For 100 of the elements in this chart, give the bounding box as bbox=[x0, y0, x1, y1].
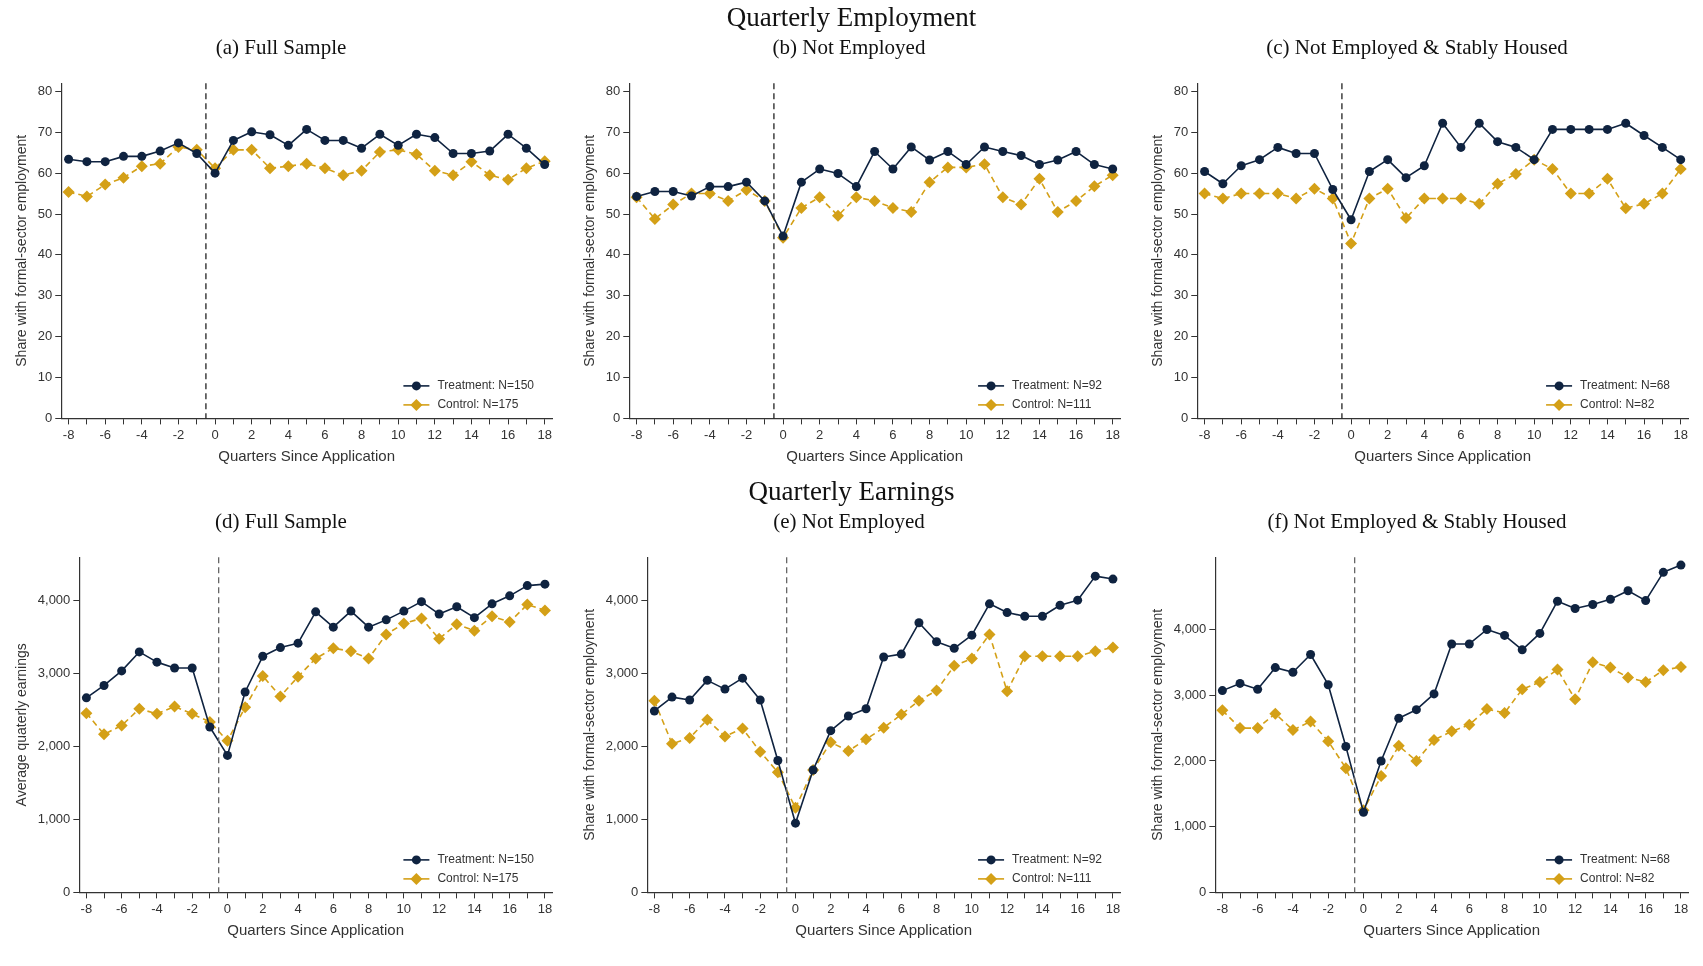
x-tick-label: 12 bbox=[427, 426, 443, 442]
point bbox=[327, 642, 340, 655]
point bbox=[1339, 762, 1352, 775]
point bbox=[1474, 118, 1484, 128]
x-tick-label: 18 bbox=[537, 900, 553, 916]
point bbox=[1394, 713, 1404, 723]
y-tick-label: 60 bbox=[37, 164, 53, 180]
point bbox=[1037, 611, 1047, 621]
point bbox=[702, 675, 712, 685]
point bbox=[1033, 172, 1046, 185]
point bbox=[1639, 131, 1649, 141]
y-tick-label: 50 bbox=[37, 205, 53, 221]
point bbox=[210, 168, 220, 178]
point bbox=[683, 731, 696, 744]
point bbox=[1309, 149, 1319, 159]
point bbox=[720, 684, 730, 694]
legend-label: Treatment: N=92 bbox=[1012, 852, 1103, 867]
point bbox=[1511, 142, 1521, 152]
x-tick-label: 18 bbox=[537, 426, 552, 442]
point bbox=[1089, 645, 1102, 658]
point bbox=[1053, 155, 1063, 165]
x-axis-title: Quarters Since Application bbox=[1354, 447, 1532, 465]
point bbox=[62, 185, 75, 198]
point bbox=[738, 673, 748, 683]
x-tick-label: 18 bbox=[1105, 426, 1120, 442]
x-tick-label: -4 bbox=[136, 426, 148, 442]
point bbox=[1308, 182, 1321, 195]
x-tick-label: 0 bbox=[779, 426, 787, 442]
point bbox=[520, 162, 533, 175]
point bbox=[833, 169, 843, 179]
x-tick-label: 12 bbox=[995, 426, 1011, 442]
point bbox=[540, 160, 550, 170]
point bbox=[99, 178, 112, 191]
point bbox=[503, 616, 516, 629]
point bbox=[1498, 706, 1511, 719]
point bbox=[868, 194, 881, 207]
x-tick-label: -6 bbox=[99, 426, 111, 442]
point bbox=[1345, 237, 1358, 250]
point bbox=[1464, 639, 1474, 649]
chart-title: (a) Full Sample bbox=[215, 35, 347, 60]
x-tick-label: 12 bbox=[431, 900, 447, 916]
point bbox=[1605, 594, 1615, 604]
y-tick-label: 40 bbox=[37, 246, 53, 262]
point bbox=[540, 579, 550, 589]
point bbox=[1428, 733, 1441, 746]
chart-title: (c) Not Employed & Stably Housed bbox=[1266, 35, 1569, 60]
y-tick-label: 50 bbox=[605, 205, 621, 221]
point bbox=[687, 191, 697, 201]
point bbox=[1480, 703, 1493, 716]
x-tick-label: 8 bbox=[925, 426, 934, 442]
point bbox=[1447, 639, 1457, 649]
x-tick-label: 8 bbox=[932, 900, 941, 916]
legend-label: Control: N=175 bbox=[437, 397, 519, 412]
point bbox=[380, 628, 393, 641]
point bbox=[932, 637, 942, 647]
x-tick-label: 10 bbox=[958, 426, 974, 442]
point bbox=[1583, 187, 1596, 200]
point bbox=[82, 157, 92, 167]
point bbox=[723, 182, 733, 192]
point bbox=[1535, 628, 1545, 638]
point bbox=[701, 713, 714, 726]
y-axis-title: Share with formal-sector employment bbox=[13, 134, 30, 367]
legend-label: Control: N=175 bbox=[437, 871, 519, 886]
point bbox=[1401, 173, 1411, 183]
point bbox=[1392, 739, 1405, 752]
y-axis-title: Share with formal-sector employment bbox=[581, 134, 598, 367]
point bbox=[433, 632, 446, 645]
point bbox=[318, 162, 331, 175]
point bbox=[870, 146, 880, 156]
point bbox=[117, 171, 130, 184]
y-tick-label: 20 bbox=[1173, 328, 1189, 344]
x-tick-label: 8 bbox=[364, 900, 373, 916]
point bbox=[1200, 167, 1210, 176]
point bbox=[152, 657, 162, 667]
point bbox=[117, 666, 127, 676]
y-tick-label: 4,000 bbox=[37, 592, 71, 608]
point bbox=[1108, 164, 1118, 174]
point bbox=[649, 706, 659, 716]
point bbox=[722, 194, 735, 207]
point bbox=[1375, 770, 1388, 783]
point bbox=[923, 176, 936, 189]
point bbox=[1016, 151, 1026, 161]
point bbox=[943, 146, 953, 156]
x-axis-title: Quarters Since Application bbox=[795, 921, 973, 939]
y-tick-label: 4,000 bbox=[605, 592, 639, 608]
point bbox=[1216, 704, 1229, 717]
x-tick-label: -4 bbox=[704, 426, 716, 442]
x-tick-label: -8 bbox=[648, 900, 661, 916]
x-tick-label: -6 bbox=[1235, 426, 1247, 442]
legend-label: Treatment: N=68 bbox=[1580, 852, 1671, 867]
x-axis-title: Quarters Since Application bbox=[1363, 921, 1541, 939]
legend-label: Treatment: N=92 bbox=[1012, 378, 1103, 393]
point bbox=[283, 140, 293, 150]
y-tick-label: 70 bbox=[1173, 123, 1189, 139]
y-tick-label: 50 bbox=[1173, 205, 1189, 221]
x-tick-label: 10 bbox=[1526, 426, 1542, 442]
y-tick-label: 1,000 bbox=[37, 811, 71, 827]
x-tick-label: 2 bbox=[827, 900, 835, 916]
point bbox=[1071, 146, 1081, 156]
x-tick-label: 16 bbox=[1068, 426, 1084, 442]
